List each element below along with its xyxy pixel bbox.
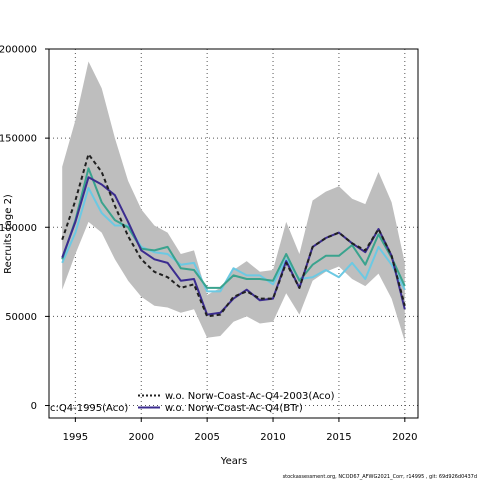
legend-item: w.o. Norw-Coast-Ac-Q4(BTr) xyxy=(138,403,303,414)
y-tick-label: 50000 xyxy=(5,312,37,323)
x-tick-label: 1995 xyxy=(63,432,88,443)
series-line xyxy=(61,153,406,318)
y-tick-label: 100000 xyxy=(0,223,37,234)
series-line xyxy=(61,187,406,293)
legend-label: w.o. Norw-Coast-Ac-Q4(BTr) xyxy=(165,403,303,414)
y-tick-label: 200000 xyxy=(0,45,37,56)
x-axis-title: Years xyxy=(220,456,247,467)
legend-item: w.o. Norw-Coast-Ac-Q4-2003(Aco) xyxy=(138,391,335,402)
series-layer xyxy=(61,153,406,318)
x-tick-label: 2000 xyxy=(129,432,154,443)
series-line xyxy=(61,167,406,289)
legend-label: w.o. Norw-Coast-Ac-Q4-2003(Aco) xyxy=(165,391,335,402)
x-tick-label: 2005 xyxy=(194,432,219,443)
x-tick-label: 2010 xyxy=(260,432,285,443)
plot-area xyxy=(48,48,419,419)
legend-item: c:Q4-1995(Aco) xyxy=(50,403,128,414)
confidence-band xyxy=(62,61,405,342)
y-tick-label: 0 xyxy=(31,401,37,412)
x-tick-label: 2020 xyxy=(392,432,417,443)
y-tick-label: 150000 xyxy=(0,134,37,145)
legend: c:Q4-1995(Aco) w.o. Norw-Coast-Ac-Q4-2003… xyxy=(50,391,335,414)
y-axis: 0 50000 100000 150000 200000 xyxy=(0,45,49,412)
footer-credit: stockassessment.org, NCOD67_AFWG2021_Cor… xyxy=(283,474,477,480)
legend-label: c:Q4-1995(Aco) xyxy=(50,403,128,414)
x-axis: 1995 2000 2005 2010 2015 2020 xyxy=(63,418,418,443)
y-axis-title: Recruits (age 2) xyxy=(3,194,14,274)
x-tick-label: 2015 xyxy=(326,432,351,443)
